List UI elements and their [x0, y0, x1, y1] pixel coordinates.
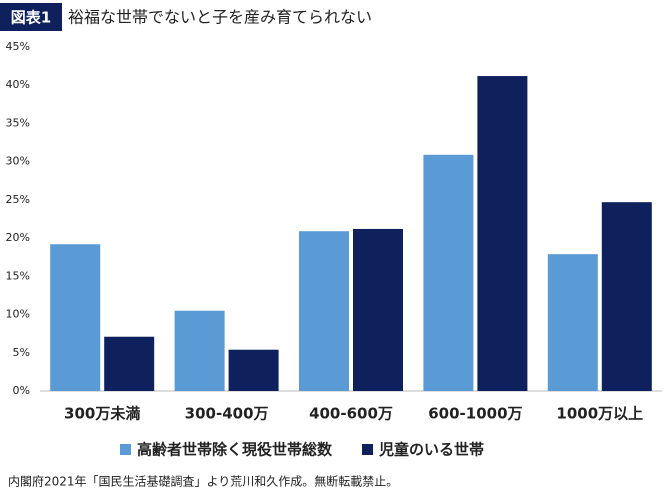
y-tick-label: 10%	[6, 308, 30, 321]
legend-label: 高齢者世帯除く現役世帯総数	[137, 441, 333, 459]
legend-label: 児童のいる世帯	[378, 441, 484, 459]
x-tick-label: 600-1000万	[428, 405, 522, 423]
y-tick-label: 25%	[6, 193, 30, 206]
legend-swatch	[120, 444, 131, 455]
x-tick-label: 1000万以上	[556, 405, 643, 423]
bar	[299, 231, 349, 391]
legend-swatch	[362, 444, 374, 455]
bar	[228, 349, 279, 391]
bar	[477, 76, 528, 391]
y-tick-label: 30%	[6, 155, 30, 168]
badge: 図表1	[11, 9, 51, 27]
bar	[104, 336, 155, 391]
y-tick-label: 0%	[13, 384, 30, 397]
x-tick-label: 300-400万	[185, 405, 269, 423]
y-tick-label: 20%	[6, 231, 30, 244]
bar	[353, 228, 403, 391]
bar	[423, 154, 474, 391]
y-tick-label: 35%	[6, 116, 30, 129]
source-note: 内閣府2021年「国民生活基礎調査」より荒川和久作成。無断転載禁止。	[8, 474, 398, 489]
chart-title: 裕福な世帯でないと子を産み育てられない	[68, 8, 372, 27]
y-tick-label: 15%	[6, 269, 30, 282]
y-tick-label: 40%	[6, 78, 30, 91]
bar	[547, 254, 598, 391]
y-tick-label: 45%	[6, 40, 30, 53]
badge-box	[0, 3, 62, 31]
bar	[601, 202, 652, 391]
x-tick-label: 400-600万	[309, 405, 393, 423]
bar	[174, 310, 225, 391]
bar	[50, 244, 101, 391]
x-tick-label: 300万未満	[64, 405, 140, 423]
y-tick-label: 5%	[13, 346, 30, 359]
